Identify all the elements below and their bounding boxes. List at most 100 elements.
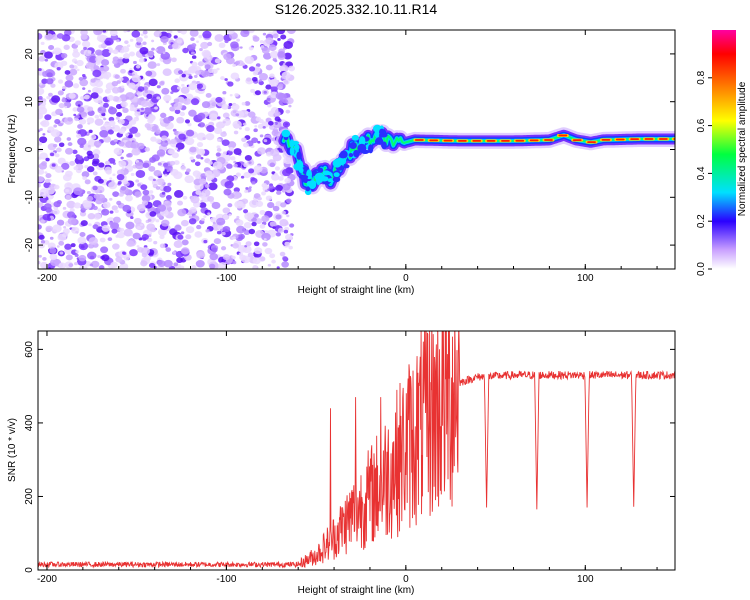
noise-blob [38, 68, 42, 72]
noise-blob [269, 78, 279, 87]
noise-blob [58, 240, 65, 246]
noise-blob [46, 217, 52, 222]
noise-blob [67, 117, 73, 122]
noise-blob [170, 91, 174, 94]
noise-blob [40, 41, 45, 45]
noise-blob [176, 257, 183, 264]
noise-blob [65, 195, 71, 200]
noise-blob [173, 98, 180, 104]
noise-blob [103, 117, 107, 121]
noise-blob [69, 160, 76, 166]
noise-blob [87, 109, 95, 117]
noise-blob [74, 253, 79, 258]
noise-blob [257, 123, 264, 129]
noise-blob [90, 92, 99, 99]
noise-blob [63, 226, 67, 229]
noise-blob [207, 160, 213, 165]
noise-blob [131, 107, 137, 112]
noise-blob [251, 76, 258, 82]
noise-blob [85, 61, 95, 70]
noise-blob [64, 147, 74, 155]
noise-blob [162, 51, 166, 55]
noise-blob [64, 243, 72, 250]
noise-blob [283, 80, 289, 84]
noise-blob [129, 51, 136, 57]
noise-blob [118, 118, 125, 125]
noise-blob [42, 257, 47, 261]
noise-blob [153, 240, 158, 245]
noise-blob [266, 97, 271, 101]
noise-blob [177, 234, 184, 240]
noise-blob [43, 203, 52, 210]
noise-blob [262, 125, 266, 129]
noise-blob [271, 259, 276, 264]
noise-blob [135, 64, 141, 69]
noise-blob [160, 112, 167, 118]
noise-blob [244, 212, 254, 221]
noise-blob [205, 228, 210, 233]
noise-blob [105, 169, 112, 175]
noise-blob [87, 89, 92, 93]
noise-blob [103, 136, 112, 143]
noise-blob [65, 170, 73, 178]
spectrogram-ytick-label: 20 [24, 48, 35, 60]
noise-blob [91, 160, 99, 167]
noise-blob [244, 56, 255, 65]
noise-blob [129, 126, 138, 134]
noise-blob [47, 126, 55, 133]
noise-blob [61, 97, 67, 103]
noise-blob [207, 195, 215, 202]
carrier-blob [332, 176, 341, 183]
noise-blob [151, 47, 155, 51]
noise-blob [156, 149, 166, 157]
noise-blob [92, 205, 98, 211]
noise-blob [81, 40, 91, 48]
noise-blob [163, 185, 172, 193]
noise-blob [269, 50, 280, 59]
noise-blob [244, 126, 250, 132]
noise-blob [274, 111, 281, 117]
colorbar-tick-label: 0.2 [696, 214, 707, 228]
noise-blob [72, 51, 81, 58]
noise-blob [129, 249, 138, 257]
noise-blob [264, 247, 273, 255]
noise-blob [123, 228, 133, 237]
noise-blob [217, 116, 221, 120]
noise-blob [243, 209, 249, 214]
noise-blob [115, 256, 123, 263]
noise-blob [182, 98, 192, 105]
noise-blob [145, 70, 153, 77]
noise-blob [53, 47, 62, 55]
noise-blob [173, 240, 183, 248]
noise-blob [125, 92, 135, 100]
noise-blob [230, 41, 239, 49]
noise-blob [159, 243, 166, 249]
noise-blob [268, 120, 274, 126]
noise-blob [122, 107, 129, 114]
noise-blob [221, 246, 227, 251]
noise-blob [230, 72, 240, 80]
noise-blob [248, 228, 256, 235]
noise-blob [84, 179, 91, 185]
carrier-blob [379, 128, 385, 136]
noise-blob [38, 33, 43, 40]
noise-blob [230, 156, 236, 161]
carrier-blob [374, 130, 380, 138]
noise-blob [111, 205, 118, 211]
noise-blob [68, 92, 76, 99]
noise-blob [185, 234, 192, 240]
noise-blob [64, 105, 68, 109]
noise-blob [233, 163, 238, 168]
noise-blob [87, 213, 96, 220]
noise-blob [228, 146, 234, 152]
noise-blob [194, 161, 201, 167]
noise-blob [42, 133, 46, 136]
noise-blob [120, 85, 125, 89]
carrier-blob [317, 167, 324, 173]
snr-ticks: -200 -100 0 100 0 200 400 600 [24, 331, 675, 585]
noise-blob [56, 33, 64, 39]
carrier-blob [349, 141, 357, 150]
noise-blob [181, 73, 186, 78]
noise-blob [157, 162, 162, 166]
